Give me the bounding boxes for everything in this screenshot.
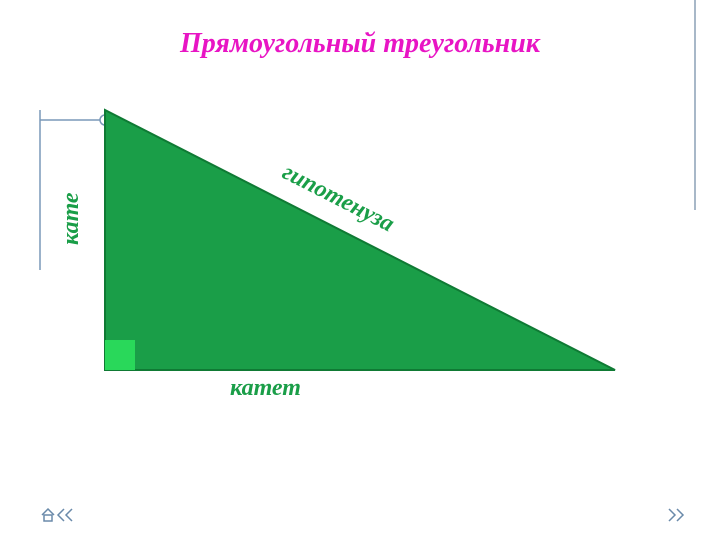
right-triangle — [0, 0, 720, 540]
leg-bottom-label: катет — [230, 375, 301, 402]
nav-back-icon[interactable] — [40, 505, 80, 525]
nav-next-icon[interactable] — [665, 505, 695, 525]
leg-left-label: кате — [58, 192, 85, 245]
slide: { "title": { "text": "Прямоугольный треу… — [0, 0, 720, 540]
